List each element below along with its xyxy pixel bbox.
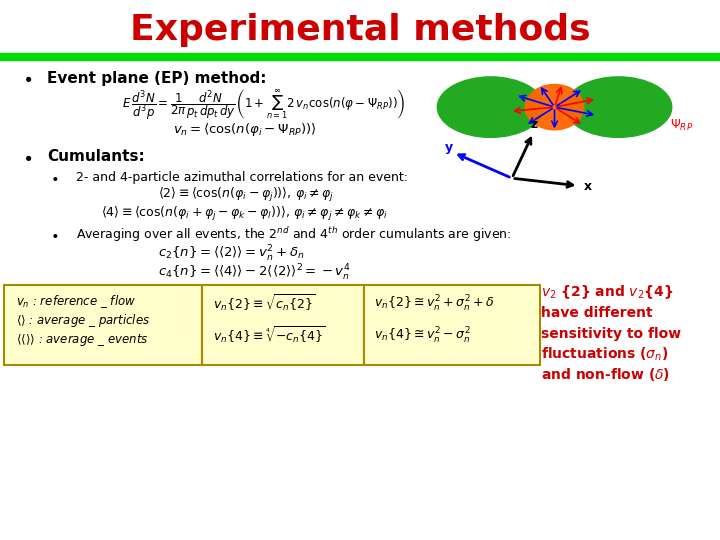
Text: $\bullet$: $\bullet$ [50,170,59,184]
Text: $v_n\{4\}\cong v_n^2-\sigma_n^2$: $v_n\{4\}\cong v_n^2-\sigma_n^2$ [374,326,471,346]
FancyBboxPatch shape [202,285,364,365]
Text: $v_n\{2\}\equiv\sqrt{c_n\{2\}}$: $v_n\{2\}\equiv\sqrt{c_n\{2\}}$ [213,293,316,314]
Text: x: x [584,180,592,193]
Text: $v_n = \langle\cos(n(\varphi_i - \Psi_{RP}))\rangle$: $v_n = \langle\cos(n(\varphi_i - \Psi_{R… [173,121,317,138]
Ellipse shape [526,84,584,130]
Text: $\bullet$: $\bullet$ [22,69,32,87]
Text: $v_2$ {2} and $v_2${4}: $v_2$ {2} and $v_2${4} [541,284,674,301]
FancyBboxPatch shape [364,285,540,365]
Circle shape [437,77,544,137]
Text: $v_n$ : reference _ flow: $v_n$ : reference _ flow [16,293,136,310]
Text: $\bullet$: $\bullet$ [22,147,32,166]
Text: z: z [531,118,538,131]
Text: $\langle2\rangle\equiv\langle\cos(n(\varphi_i-\varphi_j))\rangle,\,\varphi_i\neq: $\langle2\rangle\equiv\langle\cos(n(\var… [158,186,335,205]
Text: 2- and 4-particle azimuthal correlations for an event:: 2- and 4-particle azimuthal correlations… [76,171,408,184]
Text: $c_2\{n\}=\langle\langle2\rangle\rangle=v_n^2+\delta_n$: $c_2\{n\}=\langle\langle2\rangle\rangle=… [158,244,305,264]
Text: $\langle4\rangle\equiv\langle\cos(n(\varphi_i+\varphi_j-\varphi_k-\varphi_l))\ra: $\langle4\rangle\equiv\langle\cos(n(\var… [101,205,387,224]
Text: $v_n\{2\}\cong v_n^2+\sigma_n^2+\delta$: $v_n\{2\}\cong v_n^2+\sigma_n^2+\delta$ [374,293,495,314]
Text: Event plane (EP) method:: Event plane (EP) method: [47,71,266,86]
Text: y: y [445,141,454,154]
Text: $\Psi_{RP}$: $\Psi_{RP}$ [670,118,693,133]
Text: Experimental methods: Experimental methods [130,13,590,46]
Text: $\bullet$: $\bullet$ [50,227,59,241]
Text: $c_4\{n\}=\langle\langle4\rangle\rangle-2\langle\langle2\rangle\rangle^2=-v_n^4$: $c_4\{n\}=\langle\langle4\rangle\rangle-… [158,262,351,283]
Circle shape [565,77,672,137]
Text: and non-flow ($\delta$): and non-flow ($\delta$) [541,366,670,383]
Text: Averaging over all events, the $2^{nd}$ and $4^{th}$ order cumulants are given:: Averaging over all events, the $2^{nd}$ … [76,225,511,244]
Text: $\langle\langle\rangle\rangle$ : average _ events: $\langle\langle\rangle\rangle$ : average… [16,332,148,348]
Text: $v_n\{4\}\equiv\sqrt[4]{-c_n\{4\}}$: $v_n\{4\}\equiv\sqrt[4]{-c_n\{4\}}$ [213,326,326,346]
Text: fluctuations ($\sigma_n$): fluctuations ($\sigma_n$) [541,346,669,363]
Text: Cumulants:: Cumulants: [47,149,145,164]
Text: $\langle\rangle$ : average _ particles: $\langle\rangle$ : average _ particles [16,312,150,329]
Text: have different: have different [541,306,653,320]
Text: $E\,\dfrac{d^3N}{d^3p} = \dfrac{1}{2\pi}\dfrac{d^2N}{p_t\,dp_t\,dy}\left(1+\sum_: $E\,\dfrac{d^3N}{d^3p} = \dfrac{1}{2\pi}… [122,87,405,122]
FancyBboxPatch shape [4,285,202,365]
Text: sensitivity to flow: sensitivity to flow [541,327,682,341]
